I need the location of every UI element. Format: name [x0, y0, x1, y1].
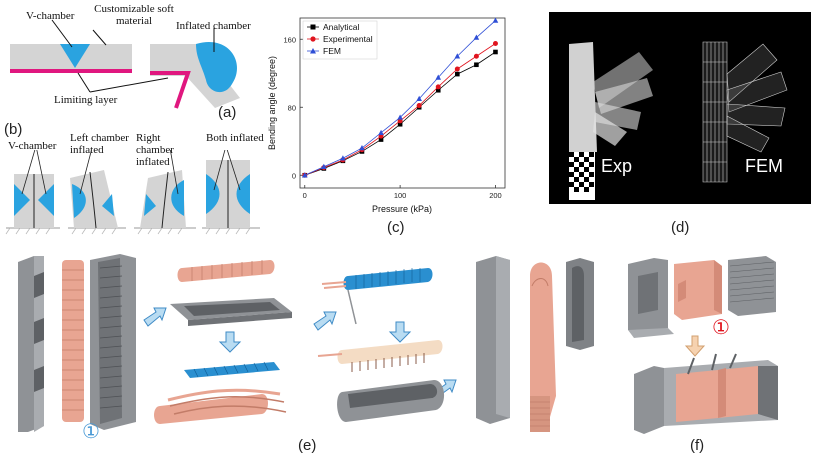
data-point-experimental	[473, 53, 479, 59]
soft-material-label: Customizable soft material	[94, 3, 174, 27]
data-point-analytical	[474, 62, 479, 68]
data-point-fem	[492, 17, 499, 23]
data-point-fem	[321, 163, 327, 169]
blue-wrapped-cylinder	[321, 268, 433, 325]
f-assembled-mold	[634, 353, 778, 434]
final-mold	[476, 256, 594, 424]
both-inflated-label: Both inflated	[206, 132, 264, 144]
pink-tubes-bundle	[154, 388, 287, 424]
panel-d-illustration	[569, 41, 788, 200]
v-chamber-right	[38, 184, 54, 216]
v-chamber-label: V-chamber	[26, 10, 75, 22]
data-point-fem	[416, 95, 422, 101]
inflated-chamber-label: Inflated chamber	[176, 20, 251, 32]
panel-f-illustration: ①	[628, 256, 778, 434]
panel-a-label: (a)	[218, 104, 237, 121]
legend-marker-fem	[310, 48, 316, 54]
pink-cylinder	[177, 260, 275, 282]
process-arrow-4	[388, 321, 412, 343]
panel-b-label: (b)	[4, 121, 23, 138]
data-point-experimental	[492, 41, 498, 46]
step-marker-f: ①	[712, 317, 730, 339]
chart-y-label: Bending angle (degree)	[267, 56, 277, 150]
mold-half-left	[18, 256, 44, 432]
data-point-fem	[454, 53, 461, 59]
f-mold-right	[728, 256, 776, 316]
data-point-experimental	[416, 103, 422, 109]
inflated-chamber-shape	[196, 42, 238, 93]
data-point-fem	[397, 114, 403, 120]
gray-tray	[170, 298, 292, 326]
process-arrow-2	[218, 331, 242, 353]
y-tick-label: 0	[292, 171, 296, 180]
fem-label: FEM	[745, 156, 783, 176]
fem-mesh	[702, 41, 788, 183]
data-point-analytical	[493, 49, 498, 55]
panel-a-diagram	[10, 19, 240, 109]
legend-marker-experimental	[310, 36, 316, 42]
f-down-arrow	[684, 335, 706, 357]
pink-core	[62, 260, 84, 422]
panel-e-label: (e)	[298, 437, 317, 454]
exp-label: Exp	[601, 156, 633, 176]
v-chamber-left	[14, 184, 30, 216]
limiting-layer-label: Limiting layer	[54, 94, 118, 106]
b-v-chamber-label: V-chamber	[8, 140, 57, 152]
process-arrow-3	[313, 311, 337, 331]
data-point-fem	[301, 172, 308, 178]
mold-half-ribbed	[90, 254, 136, 430]
bent-soft-material	[150, 44, 240, 108]
soft-finger-actuator	[530, 262, 556, 432]
exp-actuator	[569, 42, 653, 200]
blue-strip	[184, 361, 280, 378]
both-chamber-left	[206, 174, 220, 214]
panel-f-label: (f)	[690, 437, 705, 454]
data-point-analytical	[378, 137, 384, 142]
v-chamber-shape	[60, 44, 90, 68]
x-tick-label: 200	[489, 191, 502, 200]
f-mold-left	[628, 258, 674, 338]
panel-d-photo: Exp FEM	[549, 12, 811, 204]
right-chamber-inflated	[171, 180, 184, 216]
data-point-fem	[378, 129, 384, 135]
data-point-analytical	[435, 87, 441, 93]
right-inflated-label: Right chamber inflated	[136, 132, 174, 168]
data-point-experimental	[454, 66, 460, 72]
chart-legend: Analytical Experimental FEM	[302, 20, 378, 60]
panel-d-label: (d)	[671, 219, 690, 236]
data-point-fem	[435, 74, 442, 80]
f-pink-core	[674, 260, 722, 320]
both-chamber-right	[236, 174, 250, 214]
left-chamber-inflated	[72, 184, 86, 218]
x-tick-label: 0	[303, 191, 307, 200]
chart-x-label: Pressure (kPa)	[372, 204, 432, 214]
limiting-layer	[10, 69, 132, 73]
panel-e-illustration: ①	[18, 254, 594, 443]
data-point-experimental	[435, 84, 441, 90]
legend-analytical: Analytical	[323, 22, 359, 32]
data-point-fem	[359, 145, 365, 151]
step-marker-e: ①	[82, 421, 100, 443]
brush-and-trough	[317, 340, 445, 422]
panel-b-diagram	[5, 150, 260, 235]
data-point-analytical	[455, 71, 460, 77]
bent-limiting-layer	[150, 71, 191, 109]
legend-marker-analytical	[310, 24, 316, 30]
data-point-fem	[340, 155, 346, 161]
legend-experimental: Experimental	[323, 34, 373, 44]
x-tick-label: 100	[394, 191, 407, 200]
process-arrow-1	[143, 307, 167, 327]
legend-fem: FEM	[323, 46, 341, 56]
bending-angle-chart: 0 100 200 0 80 160 Analytical Experimental FE…	[267, 17, 506, 214]
panel-c-label: (c)	[387, 219, 405, 236]
data-point-analytical	[397, 121, 403, 127]
y-tick-label: 160	[283, 35, 296, 44]
data-point-fem	[473, 34, 480, 40]
y-tick-label: 80	[288, 103, 296, 112]
left-inflated-label: Left chamber inflated	[70, 132, 129, 156]
